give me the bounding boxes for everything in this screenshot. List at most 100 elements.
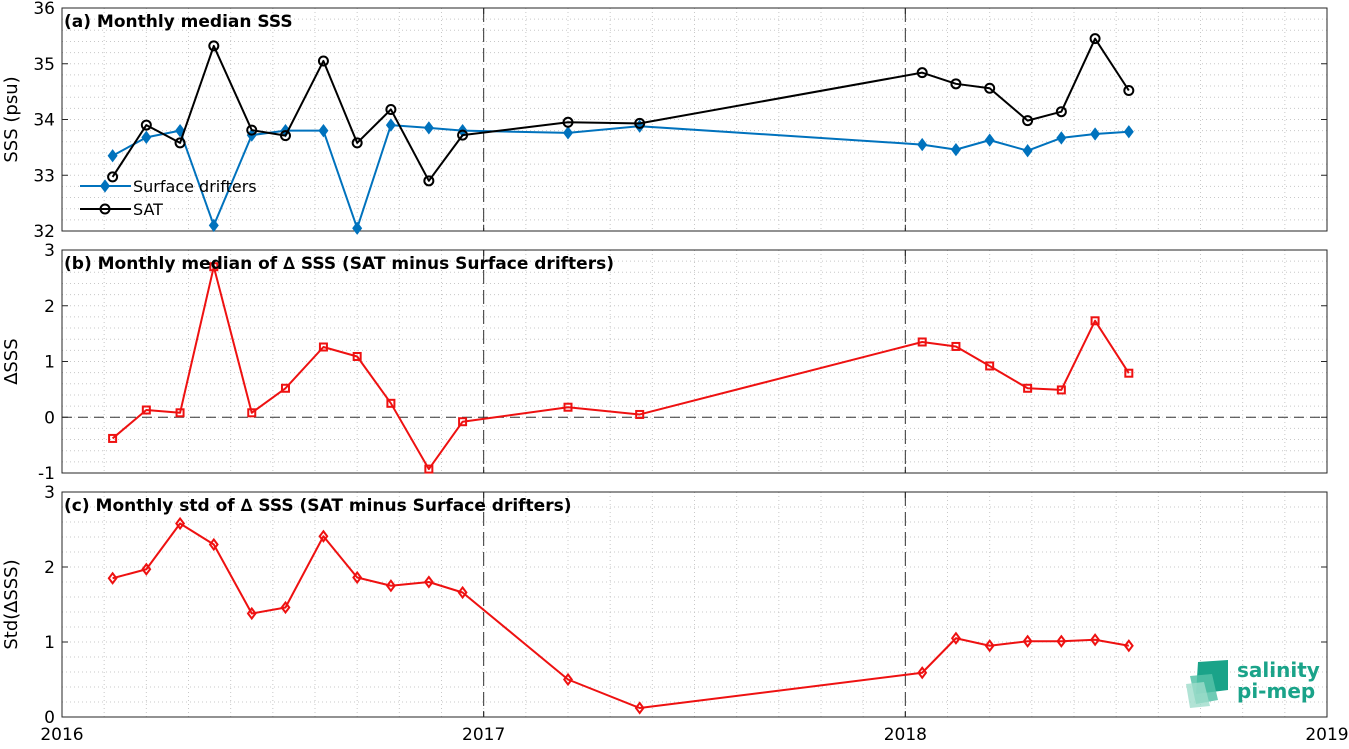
series-line	[111, 37, 1130, 182]
legend: Surface drifters SAT	[80, 177, 257, 219]
x-tick-label: 2019	[1305, 725, 1348, 745]
data-point	[950, 631, 961, 645]
data-point	[140, 119, 152, 131]
data-point	[318, 123, 329, 138]
data-point	[457, 129, 469, 141]
data-point	[917, 137, 928, 152]
data-point	[917, 337, 927, 347]
legend-label: SAT	[133, 200, 163, 219]
y-axis-label: ∆SSS	[1, 338, 22, 385]
data-point	[246, 606, 257, 621]
data-point	[351, 137, 363, 149]
data-point	[424, 464, 434, 474]
data-point	[1022, 115, 1034, 127]
data-point	[208, 40, 220, 52]
data-point	[1090, 127, 1101, 141]
data-point	[1056, 131, 1067, 145]
data-point	[141, 405, 151, 415]
data-point	[175, 123, 186, 138]
data-point	[950, 142, 961, 157]
data-point	[280, 600, 291, 615]
data-point	[950, 78, 962, 90]
data-point	[385, 118, 396, 132]
data-point	[984, 133, 995, 147]
y-axis-label: SSS (psu)	[1, 76, 22, 162]
y-tick-label: 3	[44, 241, 55, 261]
series-line	[111, 265, 1130, 471]
data-point	[208, 537, 219, 552]
data-point	[423, 121, 434, 135]
data-point	[209, 262, 219, 272]
data-point	[175, 516, 186, 531]
data-point	[457, 585, 468, 600]
data-point	[107, 149, 118, 163]
data-point	[1022, 634, 1033, 648]
panel-title: (c) Monthly std of ∆ SSS (SAT minus Surf…	[64, 496, 571, 516]
data-point	[634, 117, 646, 129]
y-tick-label: 35	[33, 55, 55, 75]
data-point	[1123, 85, 1135, 97]
data-point	[280, 383, 290, 393]
y-tick-label: 2	[44, 297, 55, 317]
data-point	[563, 672, 573, 687]
data-point	[1090, 633, 1101, 647]
data-point	[1022, 144, 1033, 158]
data-point	[352, 221, 363, 235]
legend-marker	[99, 203, 111, 215]
y-tick-label: 36	[33, 0, 55, 19]
x-tick-label: 2016	[40, 725, 83, 745]
panel-1: -1 0 1 2 3 ∆SSS (b) Monthly median of ∆ SSS (S…	[1, 241, 1328, 484]
data-point	[984, 639, 995, 653]
data-point	[423, 575, 434, 589]
y-tick-label: 3	[44, 483, 55, 503]
y-tick-label: 0	[44, 708, 55, 728]
y-tick-label: 32	[33, 222, 55, 242]
panel-title: (b) Monthly median of ∆ SSS (SAT minus S…	[64, 254, 614, 274]
series-0	[107, 516, 1134, 715]
data-point	[563, 402, 573, 412]
y-tick-label: 34	[33, 111, 55, 131]
series-line	[112, 522, 1129, 709]
data-point	[634, 701, 645, 715]
data-point	[246, 124, 258, 136]
series-line	[112, 124, 1129, 230]
data-point	[352, 351, 362, 361]
data-point	[385, 579, 396, 593]
data-point	[385, 103, 397, 115]
data-point	[1123, 125, 1134, 139]
data-point	[562, 116, 574, 128]
axes-frame	[61, 491, 1328, 718]
data-point	[458, 417, 468, 427]
panel-title: (a) Monthly median SSS	[64, 12, 293, 32]
data-point	[985, 361, 995, 371]
data-point	[1124, 368, 1134, 378]
y-tick-label: 0	[44, 408, 55, 428]
data-point	[141, 130, 152, 145]
y-tick-label: 1	[44, 353, 55, 373]
data-point	[317, 55, 329, 67]
logo-text-line1: salinity	[1237, 658, 1320, 682]
data-point	[141, 562, 152, 576]
data-point	[279, 130, 291, 142]
series-0	[108, 262, 1134, 474]
data-point	[1056, 634, 1067, 648]
series-1	[107, 33, 1135, 187]
data-point	[1055, 106, 1067, 118]
data-point	[1090, 316, 1100, 326]
data-point	[423, 175, 435, 187]
x-tick-label: 2018	[884, 725, 927, 745]
legend-marker	[100, 179, 110, 193]
data-point	[318, 342, 328, 352]
data-point	[984, 82, 996, 94]
data-point	[1023, 383, 1033, 393]
series-0	[107, 118, 1134, 235]
data-point	[352, 570, 363, 585]
data-point	[107, 571, 118, 585]
y-tick-label: 33	[33, 166, 55, 186]
data-point	[247, 408, 257, 418]
data-point	[108, 433, 118, 443]
data-point	[318, 529, 329, 543]
legend-label: Surface drifters	[133, 177, 257, 196]
